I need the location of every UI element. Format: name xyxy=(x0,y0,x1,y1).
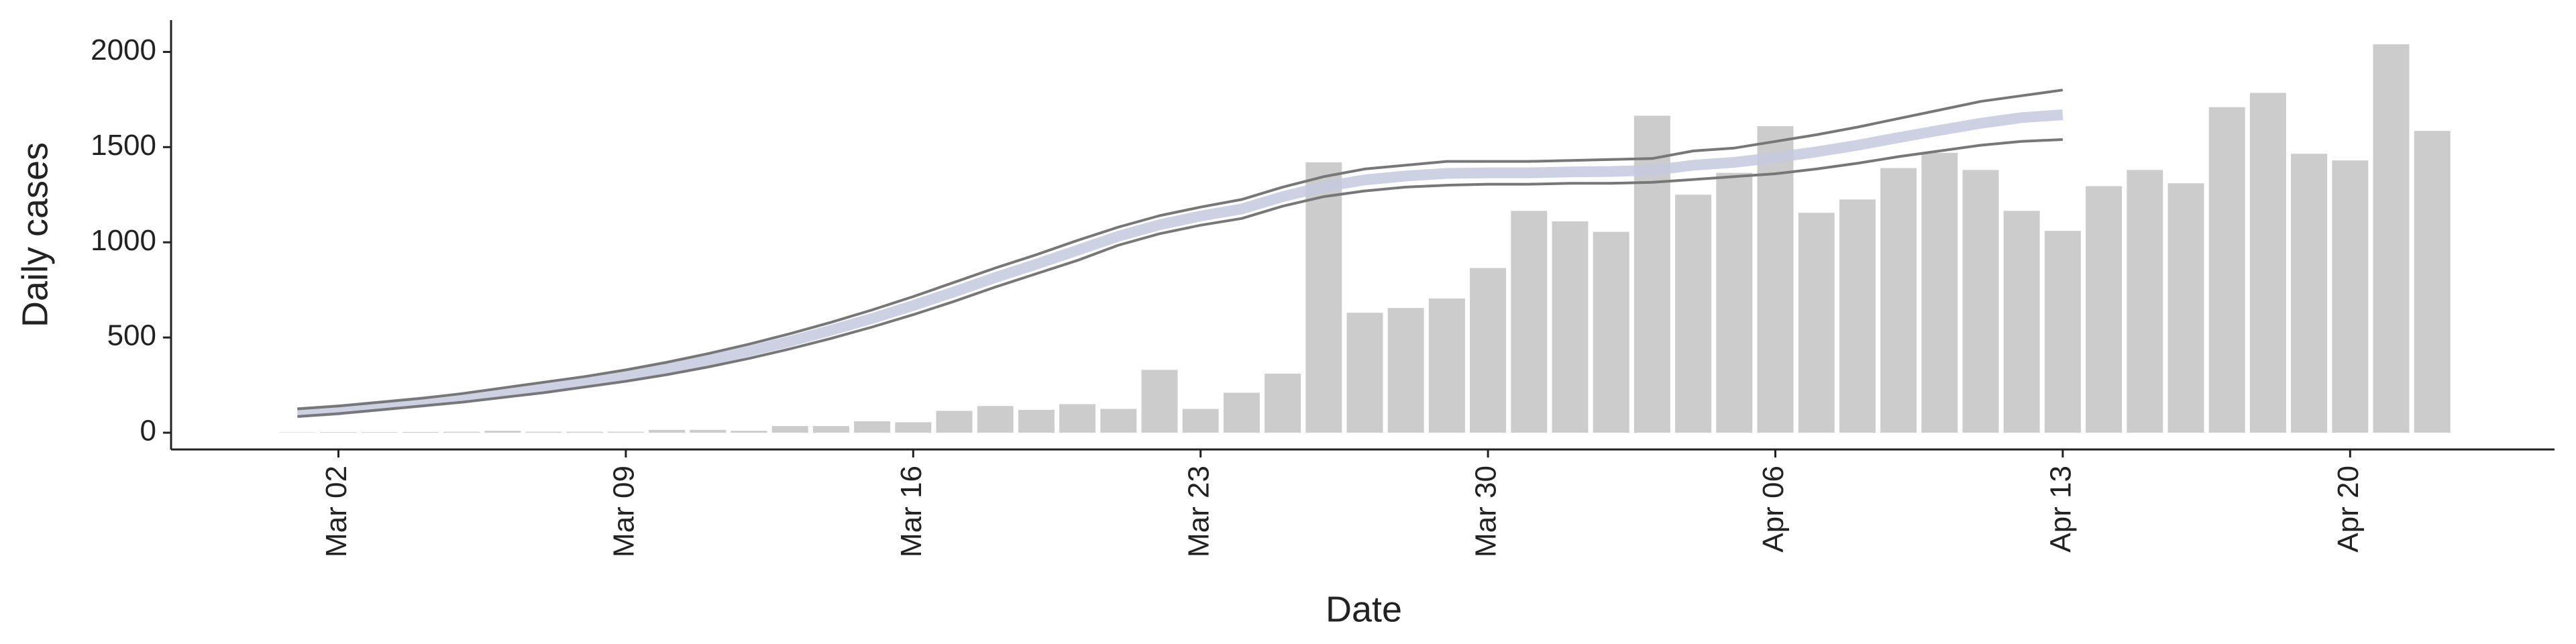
x-axis-title: Date xyxy=(1326,589,1402,629)
bar xyxy=(1675,195,1712,433)
bar xyxy=(1141,370,1178,433)
bar xyxy=(2208,107,2245,433)
bar xyxy=(2127,170,2163,433)
bar xyxy=(1633,115,1670,433)
bar xyxy=(1428,298,1465,433)
bar xyxy=(484,431,521,433)
bar xyxy=(1839,199,1876,433)
bar xyxy=(443,431,480,433)
bar xyxy=(854,421,891,433)
x-tick-label: Mar 23 xyxy=(1182,466,1215,557)
bar xyxy=(936,411,973,433)
bar xyxy=(690,429,727,433)
bar xyxy=(1182,409,1219,433)
bar xyxy=(649,429,686,433)
bar xyxy=(2249,93,2286,433)
bar xyxy=(2167,183,2204,433)
bar xyxy=(320,432,357,433)
bar xyxy=(2003,211,2040,433)
x-tick-label: Apr 13 xyxy=(2045,466,2078,553)
bar xyxy=(895,422,932,433)
bar xyxy=(279,432,316,433)
bar xyxy=(2373,44,2410,433)
y-axis-title: Daily cases xyxy=(15,142,55,327)
bar xyxy=(1346,313,1383,433)
x-tick-label: Mar 30 xyxy=(1470,466,1503,557)
bar xyxy=(361,432,398,433)
bar xyxy=(1100,409,1137,433)
bar xyxy=(1757,126,1794,433)
bar xyxy=(1552,221,1589,433)
bar xyxy=(977,406,1014,433)
y-tick-label: 2000 xyxy=(91,34,156,66)
x-tick-label: Mar 16 xyxy=(895,466,928,557)
y-tick-label: 0 xyxy=(140,415,156,447)
bar xyxy=(1305,162,1342,433)
bar xyxy=(566,431,603,433)
line xyxy=(297,89,2063,411)
line xyxy=(297,109,2063,419)
y-tick-label: 1000 xyxy=(91,224,156,257)
bar xyxy=(607,431,644,433)
x-tick-label: Apr 06 xyxy=(1757,466,1790,553)
bar xyxy=(402,431,439,433)
bar xyxy=(1511,211,1548,433)
line xyxy=(297,138,2063,418)
y-tick-label: 1500 xyxy=(91,129,156,162)
bar xyxy=(2291,154,2328,433)
bar xyxy=(2414,131,2451,433)
bar xyxy=(2086,186,2123,433)
bar xyxy=(1470,268,1507,433)
bar xyxy=(812,426,849,433)
bar xyxy=(2044,231,2081,433)
x-tick-label: Apr 20 xyxy=(2332,466,2365,553)
y-tick-label: 500 xyxy=(107,319,156,352)
bar xyxy=(1798,213,1835,433)
bar xyxy=(525,431,562,433)
bar xyxy=(1265,374,1301,433)
bar xyxy=(1387,308,1424,433)
bar xyxy=(1059,404,1096,433)
bar xyxy=(1018,409,1055,433)
bar xyxy=(1593,231,1629,433)
x-tick-label: Mar 09 xyxy=(608,466,641,557)
bar xyxy=(731,431,767,433)
bar xyxy=(2332,160,2369,433)
bar xyxy=(1921,152,1958,433)
bar xyxy=(771,426,808,433)
bar xyxy=(1223,392,1260,433)
bar xyxy=(1962,170,1999,433)
bar xyxy=(1880,168,1917,433)
bar xyxy=(1716,172,1753,433)
x-tick-label: Mar 02 xyxy=(320,466,353,557)
